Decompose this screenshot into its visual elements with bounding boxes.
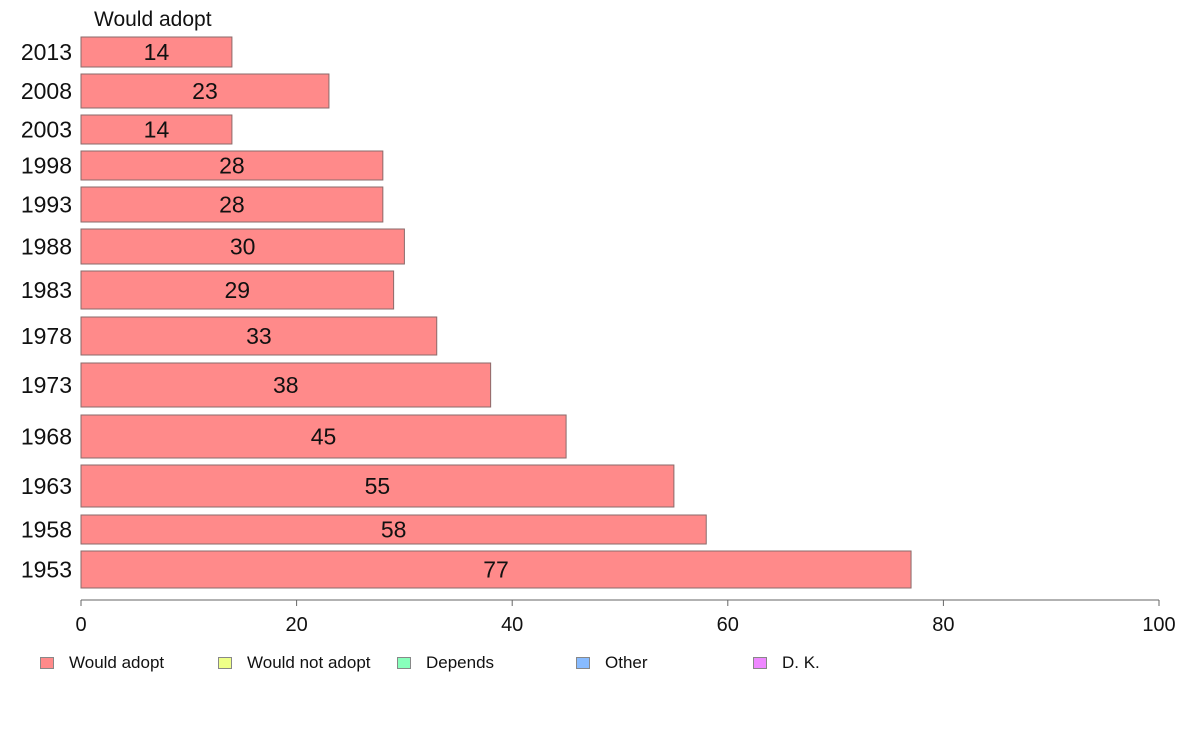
x-tick-label: 20 <box>285 614 307 636</box>
bar-1968 <box>80 414 567 459</box>
x-tick-label: 40 <box>501 614 523 636</box>
category-label: 1963 <box>21 473 72 499</box>
legend-swatch <box>397 657 411 669</box>
category-label: 2013 <box>21 39 72 65</box>
legend-item: D. K. <box>753 648 820 678</box>
legend-item: Other <box>576 648 648 678</box>
legend-swatch <box>576 657 590 669</box>
data-label: 29 <box>225 277 251 303</box>
bar-2013 <box>80 36 233 68</box>
x-tick-label: 80 <box>932 614 954 636</box>
bar-chart: Would adopt 2013 14 2008 23 2003 14 1998 28 1993… <box>21 8 1176 636</box>
category-label: 2003 <box>21 117 72 143</box>
legend-label: D. K. <box>782 653 820 672</box>
legend-swatch <box>218 657 232 669</box>
data-label: 33 <box>246 323 272 349</box>
legend-item: Would adopt <box>40 648 164 678</box>
bars-group: 2013 14 2008 23 2003 14 1998 28 1993 28 1988 30 1983… <box>21 36 912 589</box>
category-label: 1983 <box>21 277 72 303</box>
legend-label: Would adopt <box>69 653 165 672</box>
category-label: 1993 <box>21 192 72 218</box>
data-label: 14 <box>144 117 170 143</box>
legend-swatch <box>753 657 767 669</box>
category-label: 2008 <box>21 78 72 104</box>
data-label: 55 <box>365 473 391 499</box>
bar-2003 <box>80 114 233 145</box>
bar-1993 <box>80 186 384 223</box>
data-label: 45 <box>311 424 337 450</box>
legend-item: Would not adopt <box>218 648 371 678</box>
bar-1983 <box>80 270 395 310</box>
bar-1988 <box>80 228 405 265</box>
bar-1958 <box>80 514 707 545</box>
legend-label: Depends <box>426 653 495 672</box>
data-label: 14 <box>144 39 170 65</box>
data-label: 38 <box>273 372 299 398</box>
legend-swatch <box>40 657 54 669</box>
data-label: 30 <box>230 234 256 260</box>
chart-title: Would adopt <box>94 8 212 31</box>
bar-1998 <box>80 150 384 181</box>
bar-1973 <box>80 362 492 408</box>
legend-label: Other <box>605 653 648 672</box>
legend: Would adopt Would not adopt Depends Other D.… <box>0 648 1188 678</box>
data-label: 23 <box>192 78 218 104</box>
x-tick-label: 0 <box>75 614 86 636</box>
category-label: 1978 <box>21 323 72 349</box>
category-label: 1988 <box>21 234 72 260</box>
bar-1963 <box>80 464 675 508</box>
bar-2008 <box>80 73 330 109</box>
category-label: 1973 <box>21 372 72 398</box>
legend-item: Depends <box>397 648 494 678</box>
category-label: 1998 <box>21 153 72 179</box>
data-label: 77 <box>483 557 509 583</box>
category-label: 1968 <box>21 424 72 450</box>
category-label: 1953 <box>21 557 72 583</box>
bar-1953 <box>80 550 912 589</box>
category-label: 1958 <box>21 517 72 543</box>
data-label: 28 <box>219 153 245 179</box>
x-tick-label: 60 <box>717 614 739 636</box>
x-tick-label: 100 <box>1142 614 1175 636</box>
bar-1978 <box>80 316 438 356</box>
data-label: 58 <box>381 517 407 543</box>
data-label: 28 <box>219 192 245 218</box>
x-axis: 0 20 40 60 80 100 <box>75 599 1176 636</box>
legend-label: Would not adopt <box>247 653 371 672</box>
